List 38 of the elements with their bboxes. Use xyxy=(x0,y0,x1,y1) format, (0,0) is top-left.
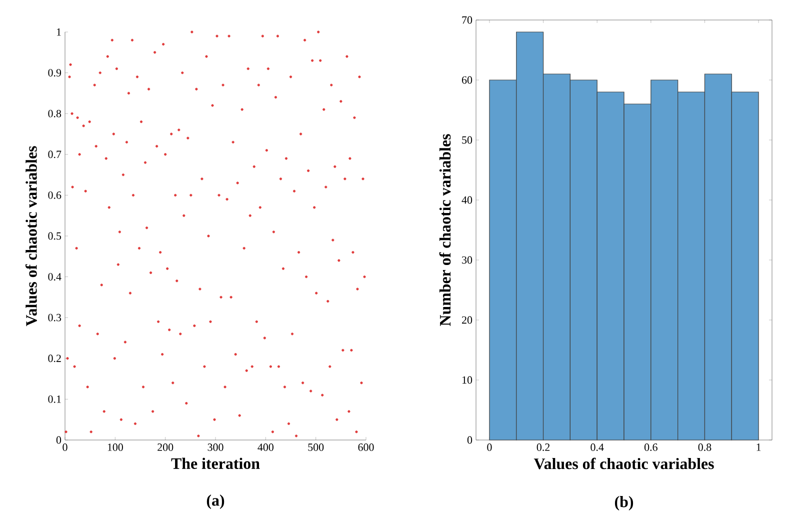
x-tick-label: 600 xyxy=(358,444,374,451)
x-tick-label: 0.4 xyxy=(590,444,604,451)
y-tick-label: 0.6 xyxy=(48,191,62,199)
x-tick-label: 0 xyxy=(62,444,68,451)
y-tick-label: 0.4 xyxy=(48,273,62,281)
y-tick-label: 0.1 xyxy=(48,395,61,403)
y-tick-label: 10 xyxy=(462,376,472,384)
x-tick-label: 1 xyxy=(756,444,761,451)
y-tick-label: 0 xyxy=(467,436,472,444)
x-tick-label: 100 xyxy=(108,444,123,451)
x-tick-label: 200 xyxy=(158,444,174,451)
x-tick-label: 500 xyxy=(308,444,324,451)
y-tick-label: 30 xyxy=(462,256,472,264)
y-axis-title: Number of chaotic variables xyxy=(439,134,451,326)
y-tick-label: 60 xyxy=(462,76,472,84)
x-tick-label: 300 xyxy=(208,444,224,451)
x-tick-label: 0 xyxy=(487,444,492,451)
y-tick-label: 0.3 xyxy=(48,314,62,322)
y-tick-label: 20 xyxy=(462,316,472,324)
x-axis-title: Values of chaotic variables xyxy=(534,458,714,470)
y-tick-label: 0.7 xyxy=(48,150,62,158)
text: (a) xyxy=(206,494,224,509)
x-tick-label: 0.8 xyxy=(698,444,712,451)
y-tick-label: 0.8 xyxy=(48,110,62,118)
x-tick-label: 0.6 xyxy=(644,444,658,451)
y-tick-label: 0.5 xyxy=(48,232,62,240)
x-axis-title: The iteration xyxy=(171,458,260,469)
x-tick-label: 400 xyxy=(258,444,274,451)
y-axis-title: Values of chaotic variables xyxy=(25,146,37,326)
y-tick-label: 0.2 xyxy=(48,354,61,362)
y-tick-label: 0 xyxy=(56,436,62,444)
x-tick-label: 0.2 xyxy=(536,444,550,451)
y-tick-label: 1 xyxy=(56,28,61,36)
text: (b) xyxy=(614,496,634,510)
y-tick-label: 50 xyxy=(462,136,472,144)
y-tick-label: 70 xyxy=(462,16,472,24)
y-tick-label: 0.9 xyxy=(48,69,62,77)
y-tick-label: 40 xyxy=(462,196,472,204)
